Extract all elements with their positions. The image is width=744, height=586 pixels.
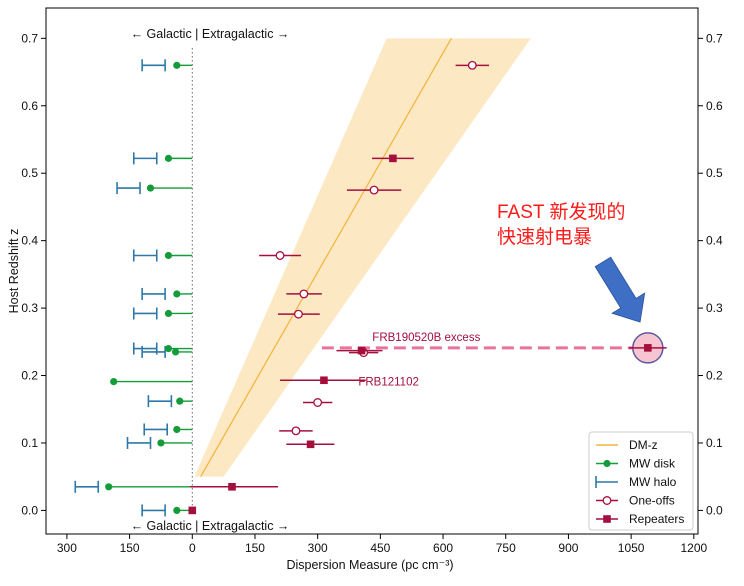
x-tick-label: 300 [308, 541, 328, 555]
mw-disk-point [164, 344, 173, 353]
x-tick-label: 150 [245, 541, 265, 555]
y-tick-label-right: 0.6 [706, 99, 723, 113]
repeater-point [306, 440, 315, 449]
y-tick-label-right: 0.4 [706, 234, 723, 248]
y-tick-label-right: 0.0 [706, 503, 723, 517]
x-tick-label: 150 [120, 541, 140, 555]
one-off-point [291, 426, 301, 436]
data-layer: FRB190520B excess FRB121102 [74, 59, 667, 517]
axis-layer: 300 150 0 150 300 450 600 750 900 1050 1200 0.0 0.0 0… [21, 31, 723, 555]
y-tick-label-right: 0.2 [706, 369, 723, 383]
y-tick-label-right: 0.5 [706, 166, 723, 180]
bottom-galactic-label: ← Galactic | Extragalactic → [131, 519, 290, 533]
mw-disk-point [176, 397, 184, 405]
y-tick-label-right: 0.7 [706, 31, 723, 45]
x-tick-label: 750 [496, 541, 516, 555]
y-tick-label-right: 0.1 [706, 436, 723, 450]
legend-label: One-offs [629, 494, 675, 508]
one-off-point [293, 309, 303, 319]
dmz-band [194, 38, 531, 477]
one-off-point [275, 251, 285, 260]
legend-label: MW halo [629, 475, 677, 489]
legend-box [588, 431, 694, 531]
y-tick-label-left: 0.0 [21, 503, 38, 517]
top-galactic-label: ← Galactic | Extragalactic → [131, 27, 290, 41]
x-tick-label: 900 [558, 541, 578, 555]
mw-disk-point [164, 309, 173, 318]
mw-disk-point [173, 61, 181, 69]
repeater-point [644, 344, 652, 352]
x-tick-label: 1200 [680, 541, 707, 555]
repeater-point [228, 482, 236, 491]
legend-label: DM-z [629, 438, 658, 452]
mw-disk-point [164, 154, 173, 162]
x-tick-label: 300 [57, 541, 77, 555]
legend-label: MW disk [629, 457, 676, 471]
mw-disk-point [105, 483, 113, 491]
one-off-point [467, 60, 477, 70]
x-tick-label: 1050 [618, 541, 645, 555]
mw-disk-point [164, 251, 173, 260]
y-axis-label: Host Redshift z [7, 229, 21, 314]
repeater-point [188, 506, 197, 515]
y-tick-label-left: 0.7 [21, 31, 38, 45]
mw-disk-point [157, 439, 165, 447]
x-axis-label: Dispersion Measure (pc cm⁻³) [286, 558, 453, 572]
y-tick-label-left: 0.5 [21, 166, 38, 180]
x-tick-label: 450 [370, 541, 390, 555]
mw-disk-point [171, 348, 180, 356]
plot-frame [45, 7, 699, 535]
y-tick-label-left: 0.6 [21, 99, 38, 113]
one-off-point [313, 398, 323, 407]
y-tick-label-left: 0.2 [21, 369, 38, 383]
legend: DM-z MW disk MW halo One-offs Repeaters [588, 431, 694, 531]
repeater-point [320, 376, 328, 385]
frb121102-label: FRB121102 [358, 377, 419, 389]
mw-disk-point [173, 290, 181, 298]
y-tick-label-left: 0.4 [21, 234, 38, 248]
annotation-arrow [594, 256, 646, 323]
y-tick-label-left: 0.1 [21, 436, 38, 450]
y-tick-label-right: 0.3 [706, 301, 723, 315]
excess-label: FRB190520B excess [372, 332, 480, 344]
dmz-band-layer [194, 38, 531, 477]
legend-label: Repeaters [629, 512, 684, 526]
legend-oneoff-marker [602, 496, 612, 505]
mw-disk-point [146, 184, 155, 192]
x-tick-label: 0 [189, 541, 196, 555]
fast-annotation-line2: 快速射电暴 [497, 226, 592, 248]
fast-annotation-line1: FAST 新发现的 [497, 201, 625, 223]
one-off-point [369, 185, 379, 195]
legend-disk-marker [603, 459, 611, 468]
mw-disk-point [110, 377, 118, 386]
repeater-point [389, 154, 397, 163]
repeater-point [357, 346, 366, 355]
mw-disk-point [173, 425, 181, 434]
legend-repeater-marker [603, 515, 611, 523]
y-tick-label-left: 0.3 [21, 301, 38, 315]
dmz-line [200, 38, 452, 477]
x-tick-label: 600 [433, 541, 453, 555]
one-off-point [299, 289, 309, 299]
mw-disk-point [173, 506, 181, 514]
